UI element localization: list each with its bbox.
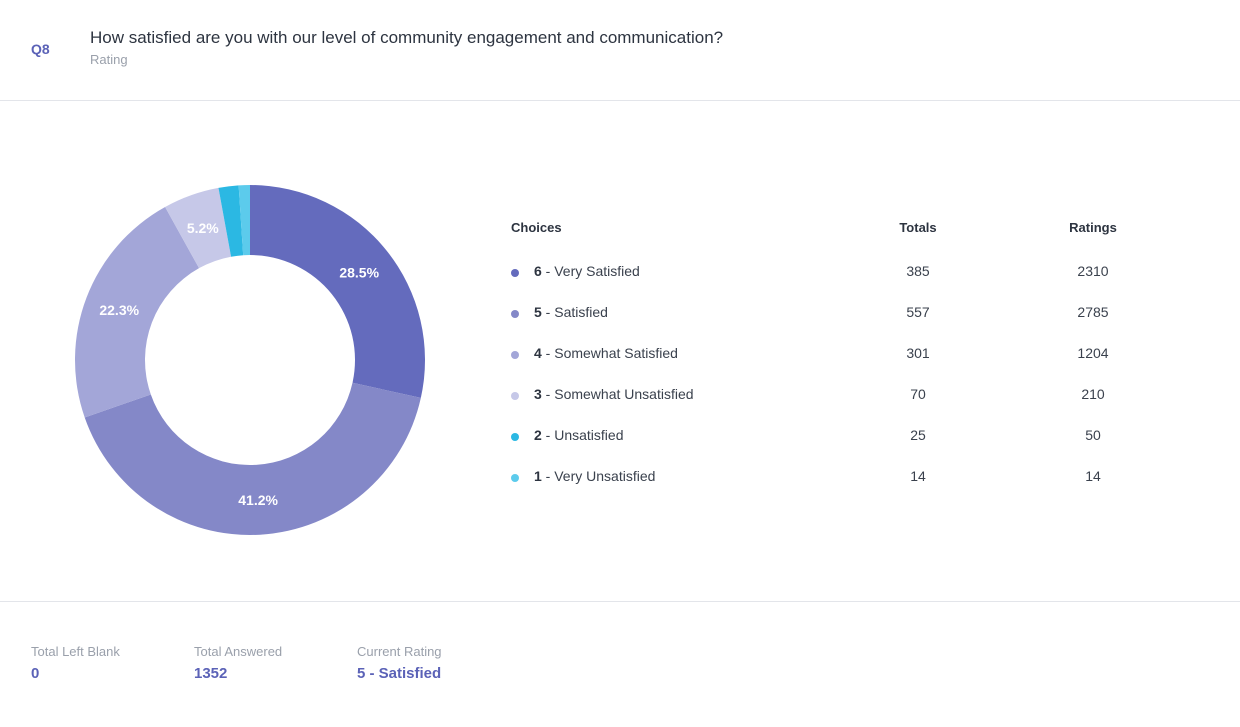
row-total: 25 bbox=[910, 427, 926, 443]
legend-dot bbox=[511, 433, 519, 441]
slice-label-6-very-satisfied: 28.5% bbox=[339, 264, 379, 280]
choice-value: 2 bbox=[534, 427, 542, 443]
table-row: 1 - Very Unsatisfied 14 14 bbox=[511, 464, 1151, 505]
stat-current-rating: Current Rating 5 - Satisfied bbox=[357, 644, 442, 682]
results-table: Choices Totals Ratings 6 - Very Satisfie… bbox=[511, 218, 1151, 484]
header-totals: Totals bbox=[899, 220, 937, 235]
row-total: 385 bbox=[906, 263, 930, 279]
slice-2-unsatisfied[interactable] bbox=[218, 185, 244, 257]
stat-left-blank-value: 0 bbox=[31, 665, 40, 682]
choice-label: 3 - Somewhat Unsatisfied bbox=[534, 386, 694, 402]
question-header: Q8 How satisfied are you with our level … bbox=[0, 0, 1240, 101]
slice-1-very-unsatisfied[interactable] bbox=[238, 185, 250, 256]
row-rating: 1204 bbox=[1077, 345, 1109, 361]
choice-label: 4 - Somewhat Satisfied bbox=[534, 345, 678, 361]
legend-dot bbox=[511, 474, 519, 482]
question-title: How satisfied are you with our level of … bbox=[90, 28, 724, 47]
table-row: 2 - Unsatisfied 25 50 bbox=[511, 423, 1151, 464]
stat-current-rating-label: Current Rating bbox=[357, 644, 442, 659]
legend-dot bbox=[511, 351, 519, 359]
row-total: 70 bbox=[910, 386, 926, 402]
table-row: 4 - Somewhat Satisfied 301 1204 bbox=[511, 341, 1151, 382]
table-row: 6 - Very Satisfied 385 2310 bbox=[511, 259, 1151, 300]
legend-dot bbox=[511, 392, 519, 400]
table-header: Choices Totals Ratings bbox=[511, 218, 1151, 238]
choice-text: - Unsatisfied bbox=[541, 427, 624, 443]
choice-value: 4 bbox=[534, 345, 542, 361]
stat-left-blank: Total Left Blank 0 bbox=[31, 644, 120, 682]
table-row: 5 - Satisfied 557 2785 bbox=[511, 300, 1151, 341]
choice-label: 2 - Unsatisfied bbox=[534, 427, 624, 443]
slice-4-somewhat-satisfied[interactable] bbox=[75, 206, 200, 418]
row-rating: 2310 bbox=[1077, 263, 1109, 279]
footer-divider bbox=[0, 601, 1240, 602]
question-number: Q8 bbox=[31, 41, 50, 57]
row-total: 14 bbox=[910, 468, 926, 484]
slice-5-satisfied[interactable] bbox=[84, 382, 421, 535]
row-total: 301 bbox=[906, 345, 930, 361]
stat-current-rating-value: 5 - Satisfied bbox=[357, 665, 442, 682]
stat-answered-value: 1352 bbox=[194, 665, 228, 682]
table-body: 6 - Very Satisfied 385 2310 5 - Satisfie… bbox=[511, 259, 1151, 505]
slice-label-4-somewhat-satisfied: 22.3% bbox=[99, 302, 139, 318]
row-rating: 50 bbox=[1085, 427, 1101, 443]
legend-dot bbox=[511, 310, 519, 318]
header-choices: Choices bbox=[511, 220, 562, 235]
stat-answered-label: Total Answered bbox=[194, 644, 283, 659]
slice-3-somewhat-unsatisfied[interactable] bbox=[165, 187, 232, 269]
choice-value: 6 bbox=[534, 263, 542, 279]
row-total: 557 bbox=[906, 304, 930, 320]
choice-text: - Satisfied bbox=[541, 304, 608, 320]
choice-label: 5 - Satisfied bbox=[534, 304, 608, 320]
choice-text: - Somewhat Unsatisfied bbox=[541, 386, 694, 402]
row-rating: 2785 bbox=[1077, 304, 1109, 320]
table-row: 3 - Somewhat Unsatisfied 70 210 bbox=[511, 382, 1151, 423]
choice-label: 6 - Very Satisfied bbox=[534, 263, 640, 279]
stat-left-blank-label: Total Left Blank bbox=[31, 644, 120, 659]
choice-text: - Somewhat Satisfied bbox=[541, 345, 678, 361]
choice-value: 3 bbox=[534, 386, 542, 402]
choice-label: 1 - Very Unsatisfied bbox=[534, 468, 655, 484]
slice-label-5-satisfied: 41.2% bbox=[238, 492, 278, 508]
choice-value: 5 bbox=[534, 304, 542, 320]
legend-dot bbox=[511, 269, 519, 277]
choice-text: - Very Unsatisfied bbox=[541, 468, 656, 484]
choice-text: - Very Satisfied bbox=[541, 263, 640, 279]
question-type: Rating bbox=[90, 52, 128, 67]
row-rating: 210 bbox=[1081, 386, 1105, 402]
slice-6-very-satisfied[interactable] bbox=[250, 185, 425, 398]
choice-value: 1 bbox=[534, 468, 542, 484]
donut-chart-svg: 28.5% 41.2% 22.3% 5.2% bbox=[75, 185, 425, 535]
header-ratings: Ratings bbox=[1069, 220, 1117, 235]
stat-answered: Total Answered 1352 bbox=[194, 644, 282, 682]
slice-label-3-somewhat-unsatisfied: 5.2% bbox=[187, 220, 219, 236]
row-rating: 14 bbox=[1085, 468, 1101, 484]
donut-chart: 28.5% 41.2% 22.3% 5.2% bbox=[60, 170, 440, 550]
